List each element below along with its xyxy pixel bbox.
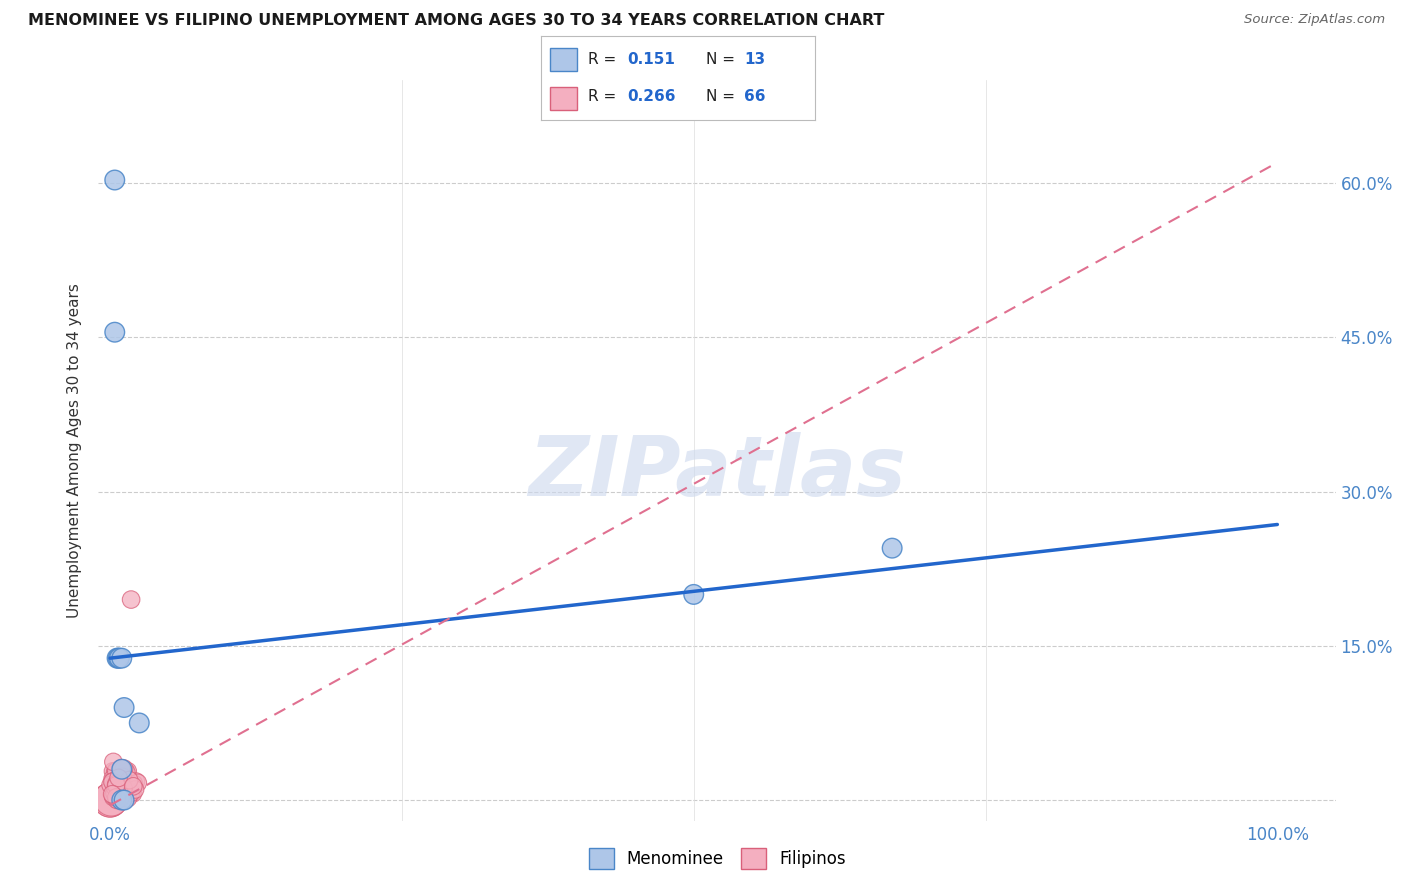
Point [112,762,135,776]
Text: 13: 13 [744,52,765,67]
Point [108,783,131,797]
Point [104,786,127,800]
Point [107,773,129,788]
Point [105,781,128,796]
Point [110,790,132,805]
Point [105,783,128,797]
Point [108,786,131,800]
Point [111,788,134,802]
Point [105,651,128,665]
Point [112,781,135,796]
Point [128,715,150,730]
Text: 66: 66 [744,89,766,104]
Point [103,778,125,792]
Point [101,772,124,786]
Point [111,785,134,799]
Bar [550,47,576,71]
Point [125,774,148,789]
Point [107,793,129,807]
Text: N =: N = [706,89,740,104]
Point [105,789,128,804]
Point [111,651,134,665]
Point [112,793,135,807]
Text: R =: R = [588,89,621,104]
Point [110,788,132,802]
Point [101,764,124,779]
Point [120,592,142,607]
Point [110,766,132,780]
Point [682,587,704,601]
Legend: Menominee, Filipinos: Menominee, Filipinos [582,841,852,875]
Point [882,541,904,556]
Point [115,765,138,780]
Point [104,173,127,187]
Point [120,786,142,800]
Point [111,770,134,784]
Point [117,791,139,805]
Text: Source: ZipAtlas.com: Source: ZipAtlas.com [1244,13,1385,27]
Point [107,788,129,802]
Point [104,325,127,339]
Point [112,778,135,792]
Point [105,777,128,791]
Point [98,793,121,807]
Point [107,783,129,797]
Point [105,793,128,807]
Point [105,764,128,778]
Point [112,700,135,714]
Point [107,651,129,665]
Point [103,779,125,793]
Point [100,792,122,806]
Point [107,771,129,785]
Point [111,793,134,807]
Text: 0.151: 0.151 [627,52,675,67]
Point [107,780,129,795]
Point [107,774,129,789]
Point [112,785,135,799]
Point [105,790,128,805]
Point [117,764,139,779]
Point [111,762,134,776]
Point [105,783,128,797]
Point [103,787,125,801]
Point [101,787,124,801]
Point [105,778,128,792]
Text: R =: R = [588,52,621,67]
Point [122,777,145,791]
Point [110,792,132,806]
Point [124,782,146,797]
Point [103,755,125,769]
Point [100,778,122,792]
Text: 0.266: 0.266 [627,89,676,104]
Point [108,776,131,790]
Text: ZIPatlas: ZIPatlas [529,432,905,513]
Point [108,651,131,665]
Point [101,775,124,789]
Point [110,761,132,775]
Point [118,773,141,788]
Point [98,793,121,807]
Point [103,789,125,803]
Point [104,780,127,795]
Bar [550,87,576,111]
Point [103,790,125,805]
Point [112,789,135,803]
Point [108,781,131,796]
Y-axis label: Unemployment Among Ages 30 to 34 years: Unemployment Among Ages 30 to 34 years [67,283,83,618]
Point [112,785,135,799]
Point [101,774,124,789]
Point [122,787,145,801]
Point [104,779,127,793]
Point [117,772,139,786]
Text: MENOMINEE VS FILIPINO UNEMPLOYMENT AMONG AGES 30 TO 34 YEARS CORRELATION CHART: MENOMINEE VS FILIPINO UNEMPLOYMENT AMONG… [28,13,884,29]
Point [104,765,127,780]
Point [122,779,145,793]
Point [127,776,149,790]
Text: N =: N = [706,52,740,67]
